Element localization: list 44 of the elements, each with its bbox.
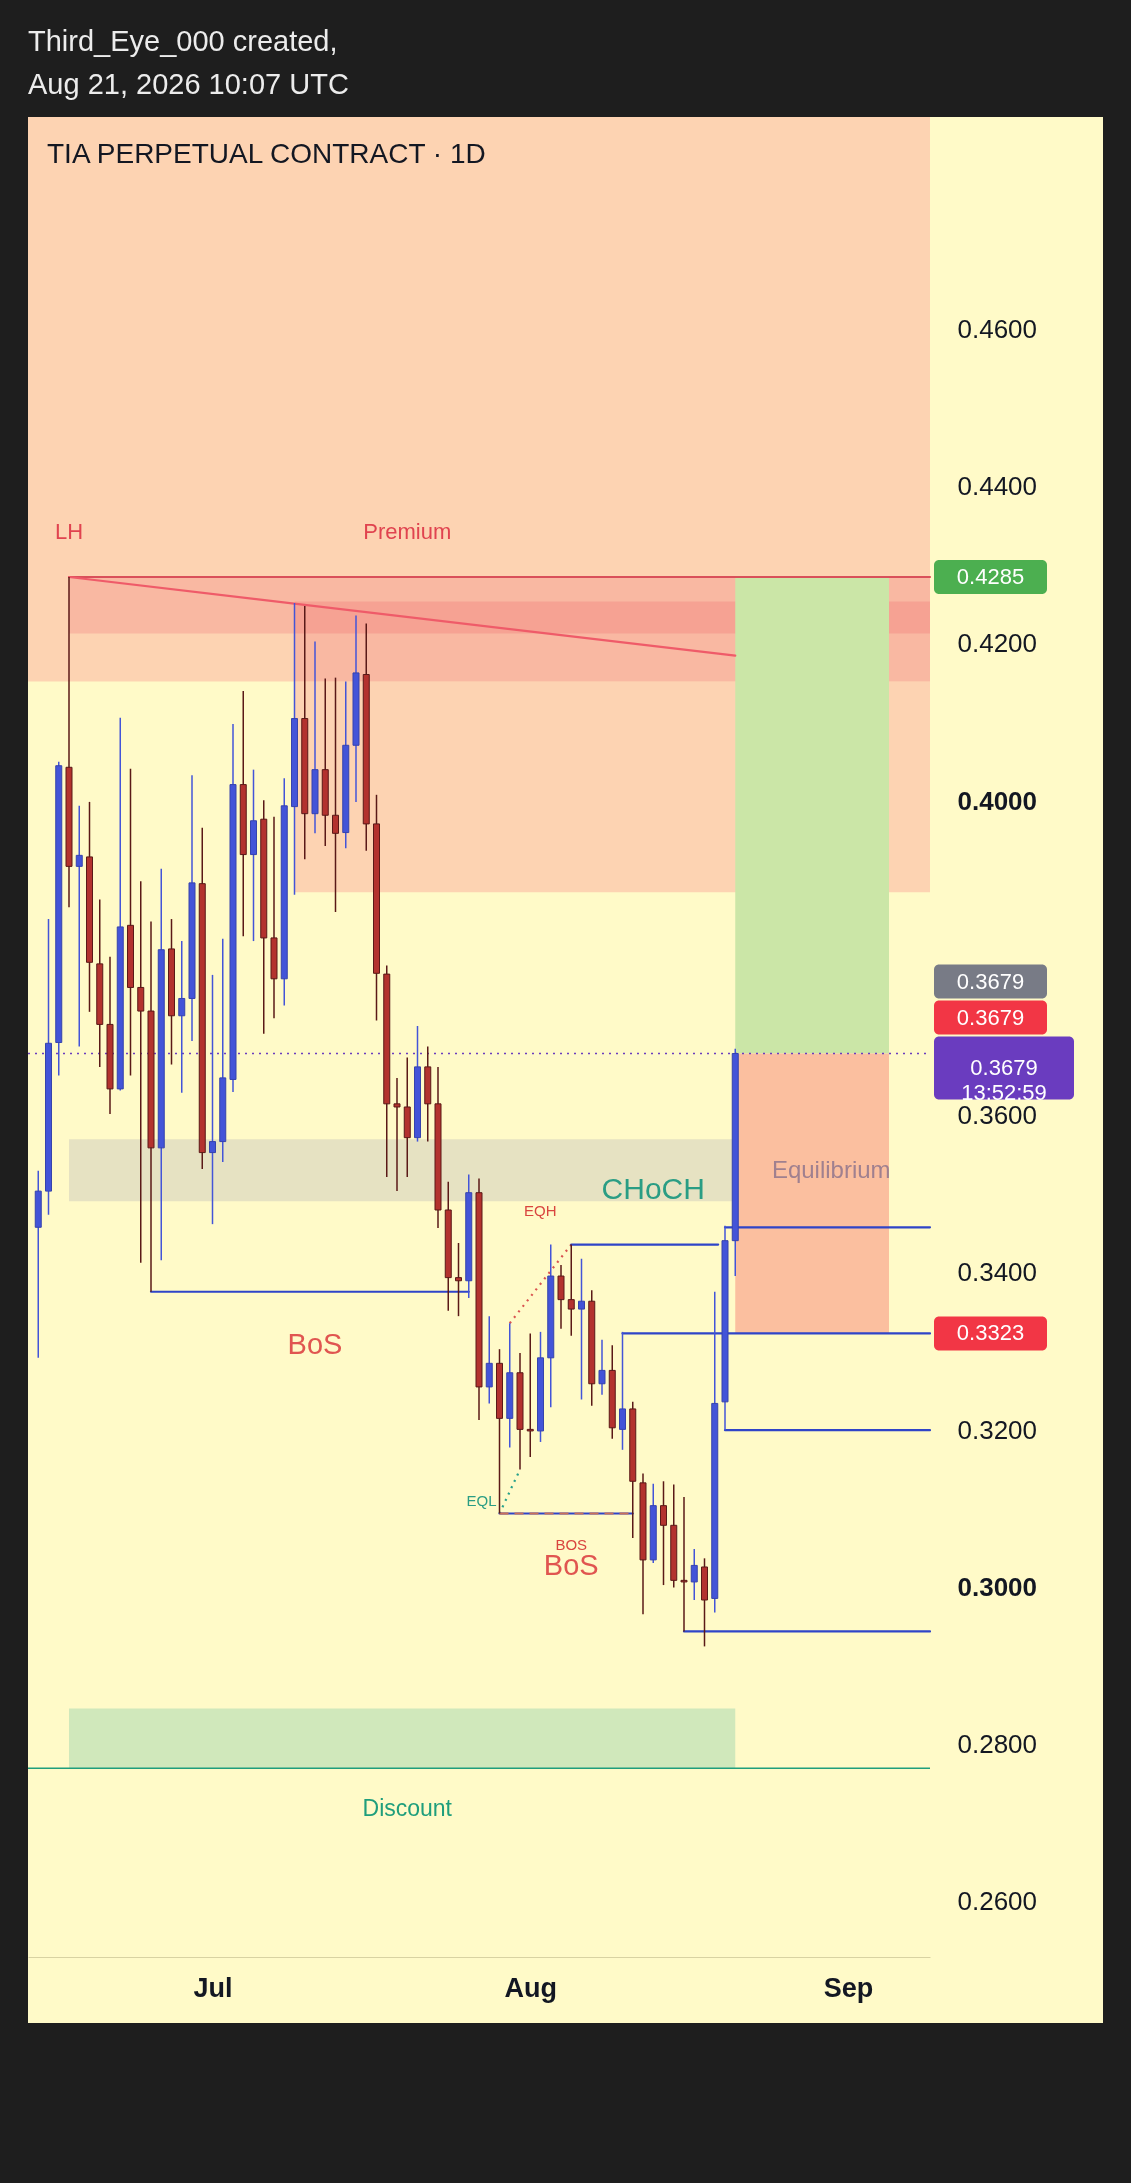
annotation: BoS <box>287 1327 343 1360</box>
chart-subtitle: Third_Eye_000 created, Aug 21, 2026 10:07 UTC <box>28 24 349 102</box>
annotation: BOS <box>555 1535 588 1553</box>
y-tick-label: 0.4200 <box>957 628 1038 659</box>
annotation: EQH <box>523 1201 557 1219</box>
y-tick-label: 0.3400 <box>957 1257 1038 1288</box>
y-tick-label: 0.2800 <box>957 1729 1038 1760</box>
annotation: Equilibrium <box>771 1156 891 1184</box>
candlestick <box>619 1331 626 1451</box>
candlestick <box>557 1264 565 1330</box>
candlestick <box>526 1332 534 1458</box>
candlestick <box>680 1496 688 1633</box>
y-tick-label: 0.3000 <box>957 1571 1038 1602</box>
x-tick-label: Jul <box>193 1972 233 2003</box>
candlestick <box>660 1480 667 1586</box>
annotation: LH <box>54 519 84 544</box>
candlestick <box>178 940 186 1094</box>
annotation: Discount <box>362 1795 453 1822</box>
x-tick-label: Sep <box>823 1972 874 2003</box>
candlestick <box>598 1338 606 1396</box>
candlestick <box>455 1242 462 1317</box>
y-tick-label: 0.2600 <box>957 1886 1038 1917</box>
annotation: 0.3679 <box>956 968 1025 994</box>
candlestick <box>567 1243 575 1337</box>
candlestick <box>485 1315 493 1405</box>
annotation: EQL <box>466 1491 497 1509</box>
annotation: 0.4285 <box>956 564 1025 589</box>
candlestick <box>393 1077 401 1192</box>
y-tick-label: 0.4400 <box>957 471 1038 502</box>
candlestick <box>332 676 339 913</box>
annotation: 0.3323 <box>956 1320 1025 1346</box>
annotation: CHoCH <box>601 1171 705 1205</box>
text: TIA PERPETUAL CONTRACT · 1D <box>47 138 486 169</box>
y-tick-label: 0.3200 <box>957 1414 1038 1445</box>
candlestick <box>209 974 216 1225</box>
annotation: Premium <box>363 519 452 544</box>
y-tick-label: 0.4000 <box>957 785 1038 816</box>
candlestick <box>690 1548 698 1601</box>
y-tick-label: 0.4600 <box>957 313 1038 344</box>
x-tick-label: Aug <box>504 1972 557 2003</box>
candlestick <box>75 805 83 1048</box>
candlestick <box>137 880 145 1264</box>
annotation: 0.3679 <box>956 1004 1025 1030</box>
candlestick <box>578 1257 585 1401</box>
